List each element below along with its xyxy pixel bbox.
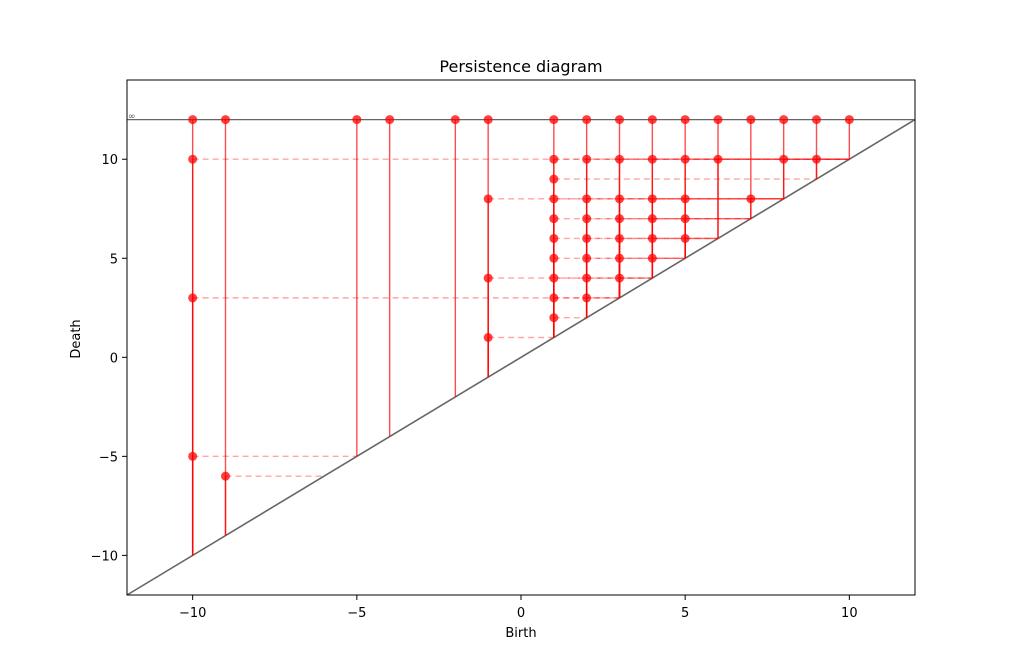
data-point bbox=[582, 233, 592, 243]
data-point bbox=[549, 273, 559, 283]
data-point bbox=[680, 194, 690, 204]
chart-title: Persistence diagram bbox=[439, 57, 602, 76]
data-point bbox=[615, 194, 624, 204]
x-tick-label: 10 bbox=[841, 606, 858, 621]
y-axis-ticks: −10 −5 0 5 10 bbox=[91, 153, 127, 564]
data-point bbox=[647, 214, 657, 224]
data-point bbox=[352, 115, 362, 125]
data-point bbox=[680, 214, 690, 224]
x-axis-title: Birth bbox=[505, 626, 536, 641]
x-tick-label: 0 bbox=[517, 606, 525, 621]
plot-lines bbox=[126, 118, 916, 596]
data-point bbox=[188, 115, 198, 125]
y-tick-label: 0 bbox=[110, 351, 118, 366]
data-point bbox=[680, 233, 690, 243]
data-point bbox=[615, 154, 624, 164]
data-point bbox=[647, 194, 657, 204]
y-tick-label: −5 bbox=[99, 450, 118, 465]
data-point bbox=[483, 194, 493, 204]
data-point bbox=[615, 253, 624, 263]
data-point bbox=[483, 333, 493, 342]
data-point bbox=[450, 115, 460, 125]
data-point bbox=[582, 214, 592, 224]
x-tick-label: −5 bbox=[347, 606, 366, 621]
data-point bbox=[812, 115, 821, 125]
data-point bbox=[188, 154, 198, 164]
data-point bbox=[385, 115, 395, 125]
infinity-label: ∞ bbox=[128, 112, 136, 122]
data-point bbox=[483, 115, 493, 125]
data-point bbox=[713, 154, 723, 164]
data-point bbox=[549, 154, 559, 164]
y-tick-label: 5 bbox=[110, 252, 118, 267]
data-point bbox=[647, 154, 657, 164]
data-point bbox=[615, 273, 624, 283]
data-point bbox=[549, 293, 559, 303]
data-point bbox=[582, 194, 592, 204]
plot-points bbox=[188, 115, 854, 481]
data-point bbox=[221, 471, 230, 481]
data-point bbox=[615, 214, 624, 224]
x-tick-label: −10 bbox=[179, 606, 206, 621]
data-point bbox=[647, 233, 657, 243]
data-point bbox=[615, 233, 624, 243]
data-point bbox=[483, 273, 493, 283]
y-tick-label: 10 bbox=[101, 153, 118, 168]
data-point bbox=[549, 115, 559, 125]
data-point bbox=[779, 154, 789, 164]
data-point bbox=[844, 115, 854, 125]
data-point bbox=[647, 115, 657, 125]
data-point bbox=[812, 154, 821, 164]
data-point bbox=[779, 115, 789, 125]
data-point bbox=[188, 451, 198, 461]
y-axis-title: Death bbox=[69, 319, 84, 358]
data-point bbox=[582, 293, 592, 303]
data-point bbox=[549, 174, 559, 184]
data-point bbox=[582, 273, 592, 283]
data-point bbox=[713, 115, 723, 125]
data-point bbox=[549, 253, 559, 263]
data-point bbox=[746, 194, 756, 204]
data-point bbox=[549, 214, 559, 224]
x-axis-ticks: −10 −5 0 5 10 bbox=[179, 595, 858, 621]
diagonal-line bbox=[126, 118, 916, 596]
data-point bbox=[549, 233, 559, 243]
data-point bbox=[549, 313, 559, 323]
data-point bbox=[549, 194, 559, 204]
x-tick-label: 5 bbox=[681, 606, 689, 621]
data-point bbox=[615, 115, 624, 125]
data-point bbox=[582, 154, 592, 164]
data-point bbox=[188, 293, 198, 303]
data-point bbox=[746, 115, 756, 125]
y-tick-label: −10 bbox=[91, 549, 118, 564]
data-point bbox=[680, 154, 690, 164]
data-point bbox=[647, 253, 657, 263]
data-point bbox=[582, 253, 592, 263]
data-point bbox=[680, 115, 690, 125]
data-point bbox=[582, 115, 592, 125]
data-point bbox=[221, 115, 230, 125]
